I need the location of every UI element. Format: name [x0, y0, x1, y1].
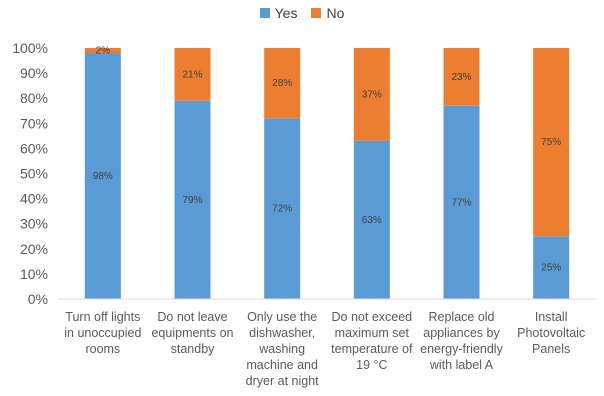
data-label: 23% [451, 72, 471, 83]
y-tick-label: 70% [20, 115, 48, 131]
bar-segment-no [533, 48, 570, 237]
x-category-label: Replace old appliances by energy-friendly w… [420, 310, 503, 372]
y-tick-label: 60% [20, 140, 48, 156]
data-label: 79% [182, 195, 202, 206]
legend-swatch-no [311, 8, 322, 18]
legend-swatch-yes [259, 8, 270, 18]
data-label: 2% [96, 46, 111, 57]
chart-legend: Yes No [0, 5, 604, 21]
x-category-label: Turn off lights in unoccupied rooms [64, 310, 141, 356]
legend-label-yes: Yes [274, 5, 298, 21]
bar-segment-no [443, 48, 480, 106]
x-category-label: Do not leave equipments on standby [151, 310, 233, 356]
bar-segment-no [353, 48, 390, 141]
bar-segment-yes [264, 118, 301, 299]
y-tick-label: 80% [20, 90, 48, 106]
data-label: 25% [541, 263, 561, 274]
legend-item-no: No [311, 5, 344, 21]
bar-segment-yes [533, 236, 570, 299]
y-tick-label: 10% [20, 266, 48, 282]
legend-item-yes: Yes [259, 5, 298, 21]
bar-segment-no [84, 48, 121, 54]
data-label: 63% [362, 215, 382, 226]
data-label: 75% [541, 137, 561, 148]
data-label: 21% [182, 69, 202, 80]
data-label: 72% [272, 204, 292, 215]
bar-segment-no [174, 48, 211, 101]
y-tick-label: 40% [20, 191, 48, 207]
y-tick-label: 0% [28, 291, 48, 307]
bar-segment-yes [353, 140, 390, 299]
data-label: 28% [272, 78, 292, 89]
y-tick-label: 50% [20, 166, 48, 182]
data-label: 77% [451, 197, 471, 208]
bar-segment-yes [174, 100, 211, 300]
data-label: 98% [93, 171, 113, 182]
y-tick-label: 30% [20, 216, 48, 232]
data-label: 37% [362, 89, 382, 100]
y-tick-label: 20% [20, 241, 48, 257]
x-category-label: Install Photovoltaic Panels [517, 310, 585, 356]
bar-segment-yes [84, 53, 121, 299]
x-category-label: Do not exceed maximum set temperature of 19… [331, 310, 413, 372]
y-tick-label: 90% [20, 65, 48, 81]
y-tick-label: 100% [12, 40, 48, 56]
bar-segment-yes [443, 105, 480, 299]
legend-label-no: No [326, 5, 345, 21]
bar-segment-no [264, 48, 301, 119]
x-category-label: Only use the dishwasher, washing machine an… [246, 310, 319, 388]
